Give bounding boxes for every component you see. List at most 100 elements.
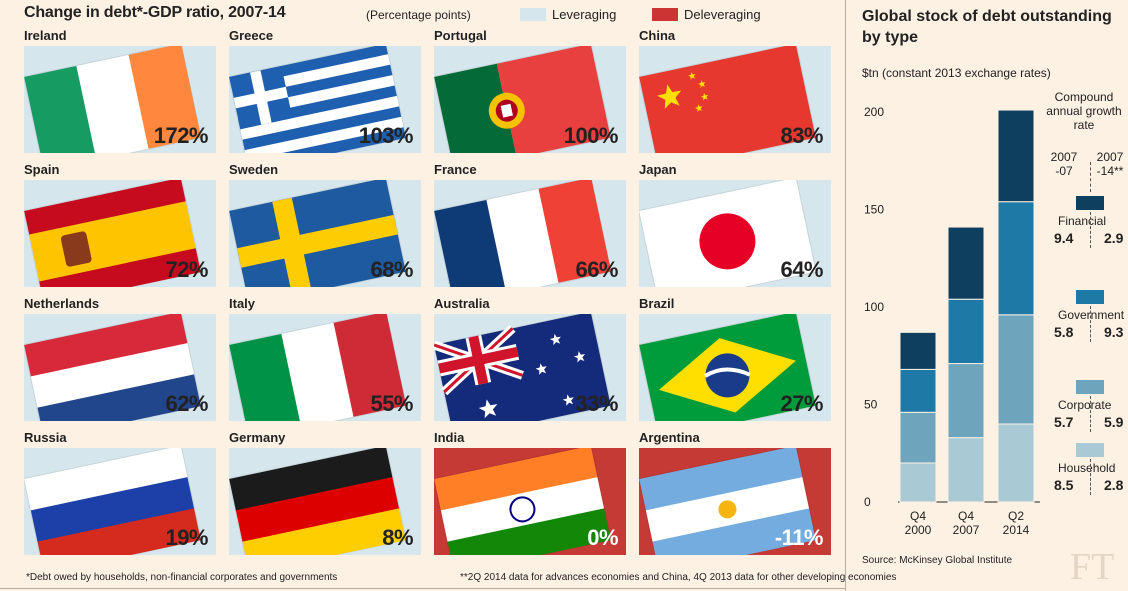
- main-chart-title: Change in debt*-GDP ratio, 2007-14: [24, 4, 286, 21]
- china-flag-icon: [639, 46, 817, 153]
- argentina-flag-icon: [639, 448, 817, 555]
- italy-flag-icon: [229, 314, 407, 421]
- country-value-spain: 72%: [165, 257, 208, 282]
- x-tick-label: 2007: [953, 523, 980, 537]
- country-panel-greece: 103%: [229, 46, 421, 153]
- growth-value-2007-07: 5.8: [1054, 324, 1074, 340]
- russia-flag-icon: [24, 448, 202, 555]
- country-value-brazil: 27%: [780, 391, 823, 416]
- legend-swatch-deleveraging: [652, 8, 678, 21]
- growth-col-label: -07: [1055, 164, 1073, 178]
- bar-segment-financial-0: [899, 331, 937, 370]
- ft-logo: FT: [1070, 546, 1115, 588]
- growth-value-2007-14: 2.8: [1104, 477, 1124, 493]
- australia-flag-icon: [434, 314, 612, 421]
- country-name-ireland: Ireland: [24, 28, 67, 43]
- growth-leader-line: [1090, 459, 1091, 495]
- country-panel-portugal: 100%: [434, 46, 626, 153]
- country-name-brazil: Brazil: [639, 296, 675, 311]
- bar-segment-household-2: [997, 423, 1035, 503]
- country-panel-germany: 8%: [229, 448, 421, 555]
- country-panel-france: 66%: [434, 180, 626, 287]
- growth-value-2007-14: 9.3: [1104, 324, 1124, 340]
- bar-segment-financial-1: [947, 226, 985, 300]
- x-tick-label: 2014: [1003, 523, 1030, 537]
- country-name-sweden: Sweden: [229, 162, 279, 177]
- country-panel-sweden: 68%: [229, 180, 421, 287]
- legend-label-deleveraging: Deleveraging: [684, 7, 761, 22]
- country-name-spain: Spain: [24, 162, 60, 177]
- country-name-china: China: [639, 28, 676, 43]
- legend-label-leveraging: Leveraging: [552, 7, 617, 22]
- growth-col-label: 2007: [1096, 150, 1124, 164]
- growth-value-2007-14: 2.9: [1104, 230, 1124, 246]
- growth-label-financial: Financial: [1058, 214, 1107, 228]
- country-value-russia: 19%: [165, 525, 208, 550]
- bar-segment-government-0: [899, 368, 937, 413]
- growth-label-government: Government: [1058, 308, 1125, 322]
- growth-swatch-corporate: [1076, 380, 1104, 394]
- country-panel-china: 83%: [639, 46, 831, 153]
- growth-col-label: 2007: [1050, 150, 1078, 164]
- country-name-italy: Italy: [229, 296, 256, 311]
- y-tick-label: 150: [864, 203, 884, 217]
- country-panel-india: 0%: [434, 448, 626, 555]
- greece-flag-icon: [229, 46, 407, 153]
- country-value-argentina: -11%: [774, 525, 824, 550]
- growth-leader-line: [1090, 212, 1091, 248]
- bar-segment-government-1: [947, 298, 985, 365]
- germany-flag-icon: [229, 448, 407, 555]
- country-value-china: 83%: [780, 123, 823, 148]
- bar-segment-household-0: [899, 462, 937, 503]
- y-tick-label: 200: [864, 105, 884, 119]
- bar-segment-household-1: [947, 437, 985, 503]
- country-value-india: 0%: [587, 525, 618, 550]
- country-name-japan: Japan: [639, 162, 677, 177]
- right-chart-title: Global stock of debt outstanding by type: [862, 8, 1112, 46]
- x-tick-label: 2000: [905, 523, 932, 537]
- country-value-germany: 8%: [382, 525, 413, 550]
- country-panel-australia: 33%: [434, 314, 626, 421]
- country-panel-italy: 55%: [229, 314, 421, 421]
- divider: [845, 0, 846, 591]
- source-note: Source: McKinsey Global Institute: [862, 555, 1013, 566]
- country-panel-japan: 64%: [639, 180, 831, 287]
- bar-segment-corporate-0: [899, 411, 937, 464]
- country-name-greece: Greece: [229, 28, 274, 43]
- growth-leader-line: [1090, 306, 1091, 342]
- country-panel-netherlands: 62%: [24, 314, 216, 421]
- country-value-japan: 64%: [780, 257, 823, 282]
- growth-label-household: Household: [1058, 461, 1116, 475]
- growth-leader-line: [1090, 162, 1091, 192]
- country-value-sweden: 68%: [370, 257, 413, 282]
- bar-segment-corporate-1: [947, 363, 985, 439]
- country-value-greece: 103%: [358, 123, 414, 148]
- country-value-france: 66%: [575, 257, 618, 282]
- growth-rate-header: Compound annual growth rate: [1046, 90, 1122, 132]
- growth-value-2007-07: 9.4: [1054, 230, 1074, 246]
- growth-label-corporate: Corporate: [1058, 398, 1112, 412]
- japan-flag-icon: [639, 180, 817, 287]
- footnote-debt-definition: *Debt owed by households, non-financial …: [26, 572, 338, 583]
- country-value-portugal: 100%: [563, 123, 619, 148]
- country-name-russia: Russia: [24, 430, 67, 445]
- growth-swatch-household: [1076, 443, 1104, 457]
- country-name-portugal: Portugal: [434, 28, 487, 43]
- bar-segment-corporate-2: [997, 314, 1035, 425]
- country-value-netherlands: 62%: [165, 391, 208, 416]
- country-name-argentina: Argentina: [639, 430, 700, 445]
- spain-flag-icon: [24, 180, 202, 287]
- main-chart-subtitle: (Percentage points): [366, 8, 471, 22]
- country-panel-argentina: -11%: [639, 448, 831, 555]
- bar-segment-financial-2: [997, 109, 1035, 203]
- brazil-flag-icon: [639, 314, 817, 421]
- right-chart-subtitle: $tn (constant 2013 exchange rates): [862, 66, 1051, 80]
- country-panel-russia: 19%: [24, 448, 216, 555]
- country-value-italy: 55%: [370, 391, 413, 416]
- ireland-flag-icon: [24, 46, 202, 153]
- y-tick-label: 100: [864, 300, 884, 314]
- portugal-flag-icon: [434, 46, 612, 153]
- y-tick-label: 50: [864, 398, 878, 412]
- country-name-germany: Germany: [229, 430, 286, 445]
